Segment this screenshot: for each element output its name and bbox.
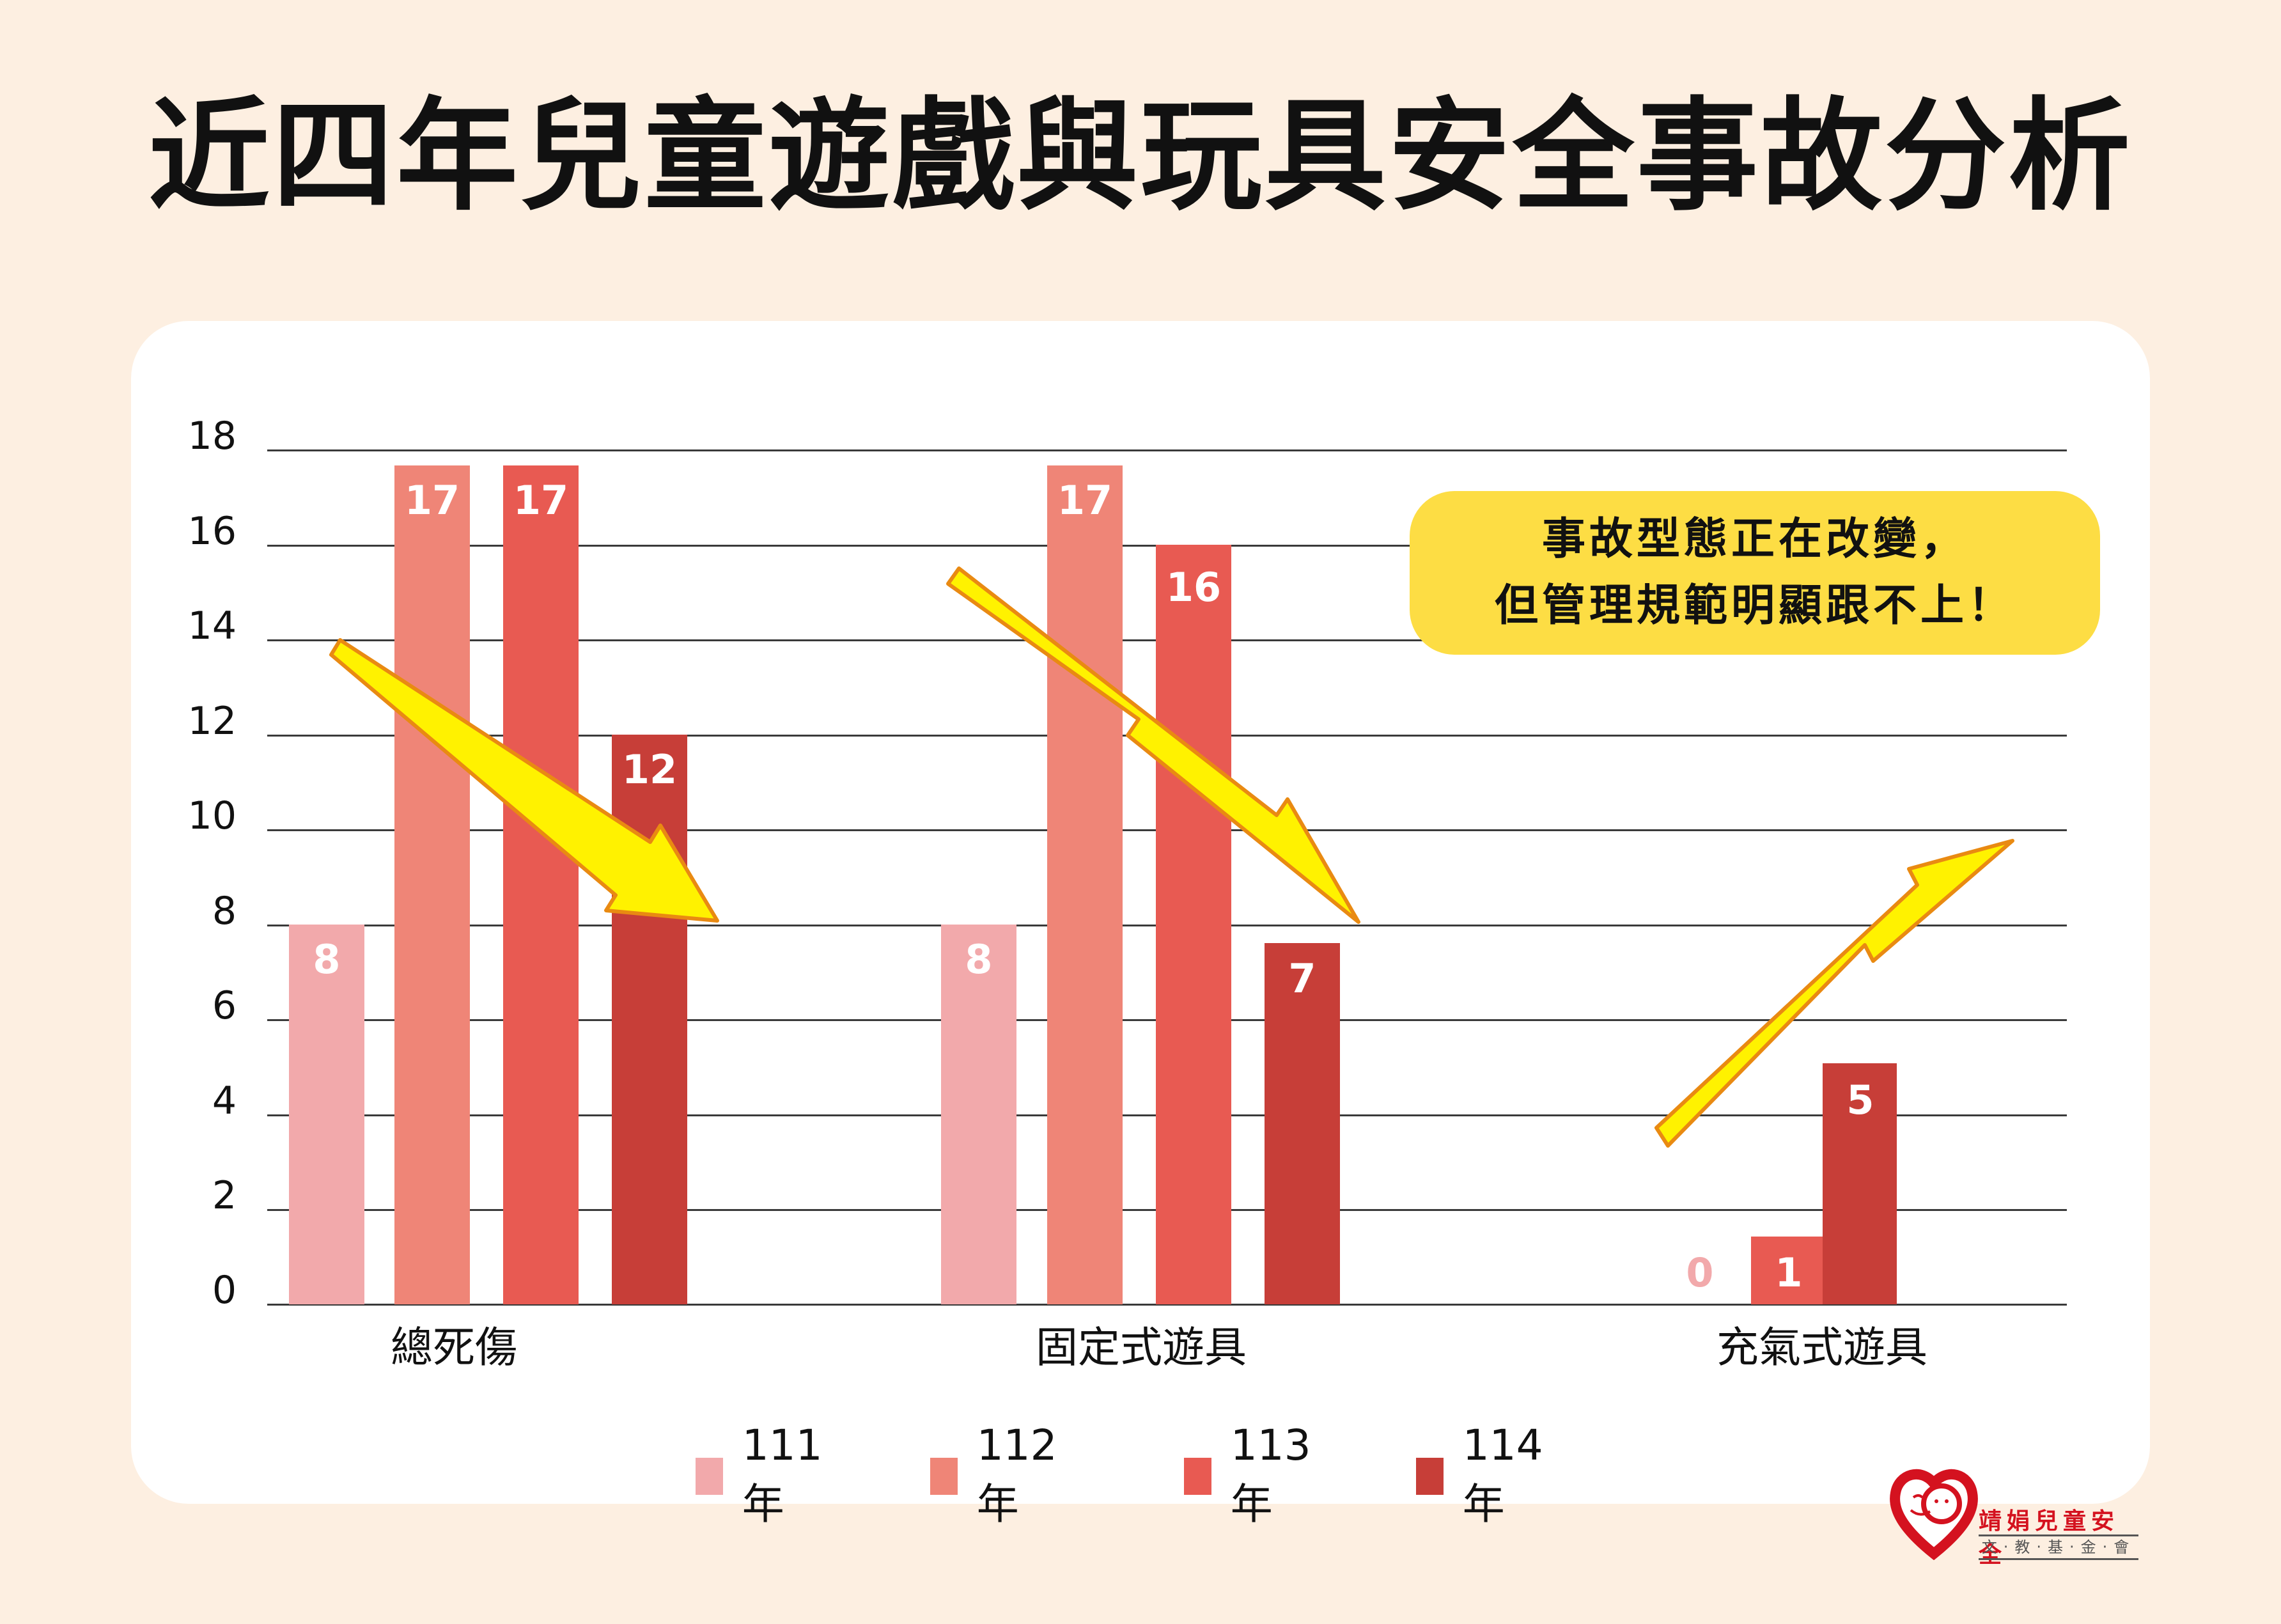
bar-g1-111 — [941, 925, 1016, 1304]
bar-g0-111 — [289, 925, 364, 1304]
y-tick: 2 — [212, 1173, 237, 1218]
legend-label: 113年 — [1230, 1421, 1311, 1529]
legend-swatch — [930, 1457, 958, 1495]
legend-label: 114年 — [1462, 1421, 1543, 1529]
y-tick: 16 — [187, 509, 237, 554]
bar-value: 0 — [1686, 1249, 1714, 1296]
down-arrow-icon — [946, 566, 1360, 924]
down-arrow-icon — [329, 638, 719, 923]
bar-value: 8 — [313, 936, 341, 983]
bar-value: 17 — [513, 477, 569, 524]
legend-swatch — [1416, 1457, 1444, 1495]
category-label: 固定式遊具 — [1036, 1323, 1247, 1372]
y-tick: 0 — [212, 1268, 237, 1313]
legend-item-112: 112年 — [930, 1421, 1067, 1531]
bar-g0-113 — [503, 465, 579, 1304]
logo-subtitle: 文‧教‧基‧金‧會 — [1979, 1534, 2138, 1560]
bar-value: 5 — [1846, 1077, 1874, 1123]
legend-label: 111年 — [742, 1421, 823, 1529]
legend-swatch — [696, 1457, 723, 1495]
legend-item-114: 114年 — [1416, 1421, 1553, 1531]
category-label: 總死傷 — [391, 1323, 517, 1372]
page-title: 近四年兒童遊戲與玩具安全事故分析 — [148, 86, 2133, 227]
y-tick: 14 — [187, 604, 237, 648]
bar-g0-112 — [394, 465, 470, 1304]
bar-g1-112 — [1047, 465, 1123, 1304]
y-tick: 8 — [212, 889, 237, 933]
bar-g2-113 — [1751, 1237, 1825, 1304]
bar-value: 17 — [1057, 477, 1113, 524]
bar-g2-114 — [1823, 1063, 1897, 1304]
y-tick: 18 — [187, 414, 237, 458]
bar-value: 7 — [1288, 955, 1316, 1002]
callout-line-2: 但管理規範明顯跟不上！ — [1494, 581, 2015, 631]
category-label: 充氣式遊具 — [1717, 1323, 1927, 1372]
up-arrow-icon — [1654, 839, 2014, 1148]
legend-item-113: 113年 — [1184, 1421, 1321, 1531]
heart-logo-icon — [1890, 1469, 1978, 1560]
bar-value: 8 — [965, 936, 993, 983]
gridline-0 — [267, 1304, 2067, 1306]
bar-value: 12 — [621, 746, 678, 793]
y-tick: 12 — [187, 699, 237, 744]
legend-label: 112年 — [976, 1421, 1057, 1529]
legend-item-111: 111年 — [696, 1421, 832, 1531]
logo-name: 靖娟兒童安全 — [1979, 1508, 2120, 1568]
bar-value: 16 — [1165, 564, 1222, 611]
bar-value: 17 — [404, 477, 460, 524]
y-tick: 10 — [187, 793, 237, 838]
y-tick: 4 — [212, 1079, 237, 1123]
legend-swatch — [1184, 1457, 1211, 1495]
bar-g1-113 — [1156, 545, 1231, 1304]
callout-line-1: 事故型態正在改變， — [1541, 514, 1968, 565]
gridline-18 — [267, 449, 2067, 451]
foundation-logo: 靖娟兒童安全 文‧教‧基‧金‧會 — [1883, 1464, 2145, 1568]
bar-g1-114 — [1265, 943, 1340, 1304]
y-tick: 6 — [212, 983, 237, 1028]
bar-value: 1 — [1775, 1249, 1803, 1296]
callout-box: 事故型態正在改變， 但管理規範明顯跟不上！ — [1410, 491, 2100, 655]
